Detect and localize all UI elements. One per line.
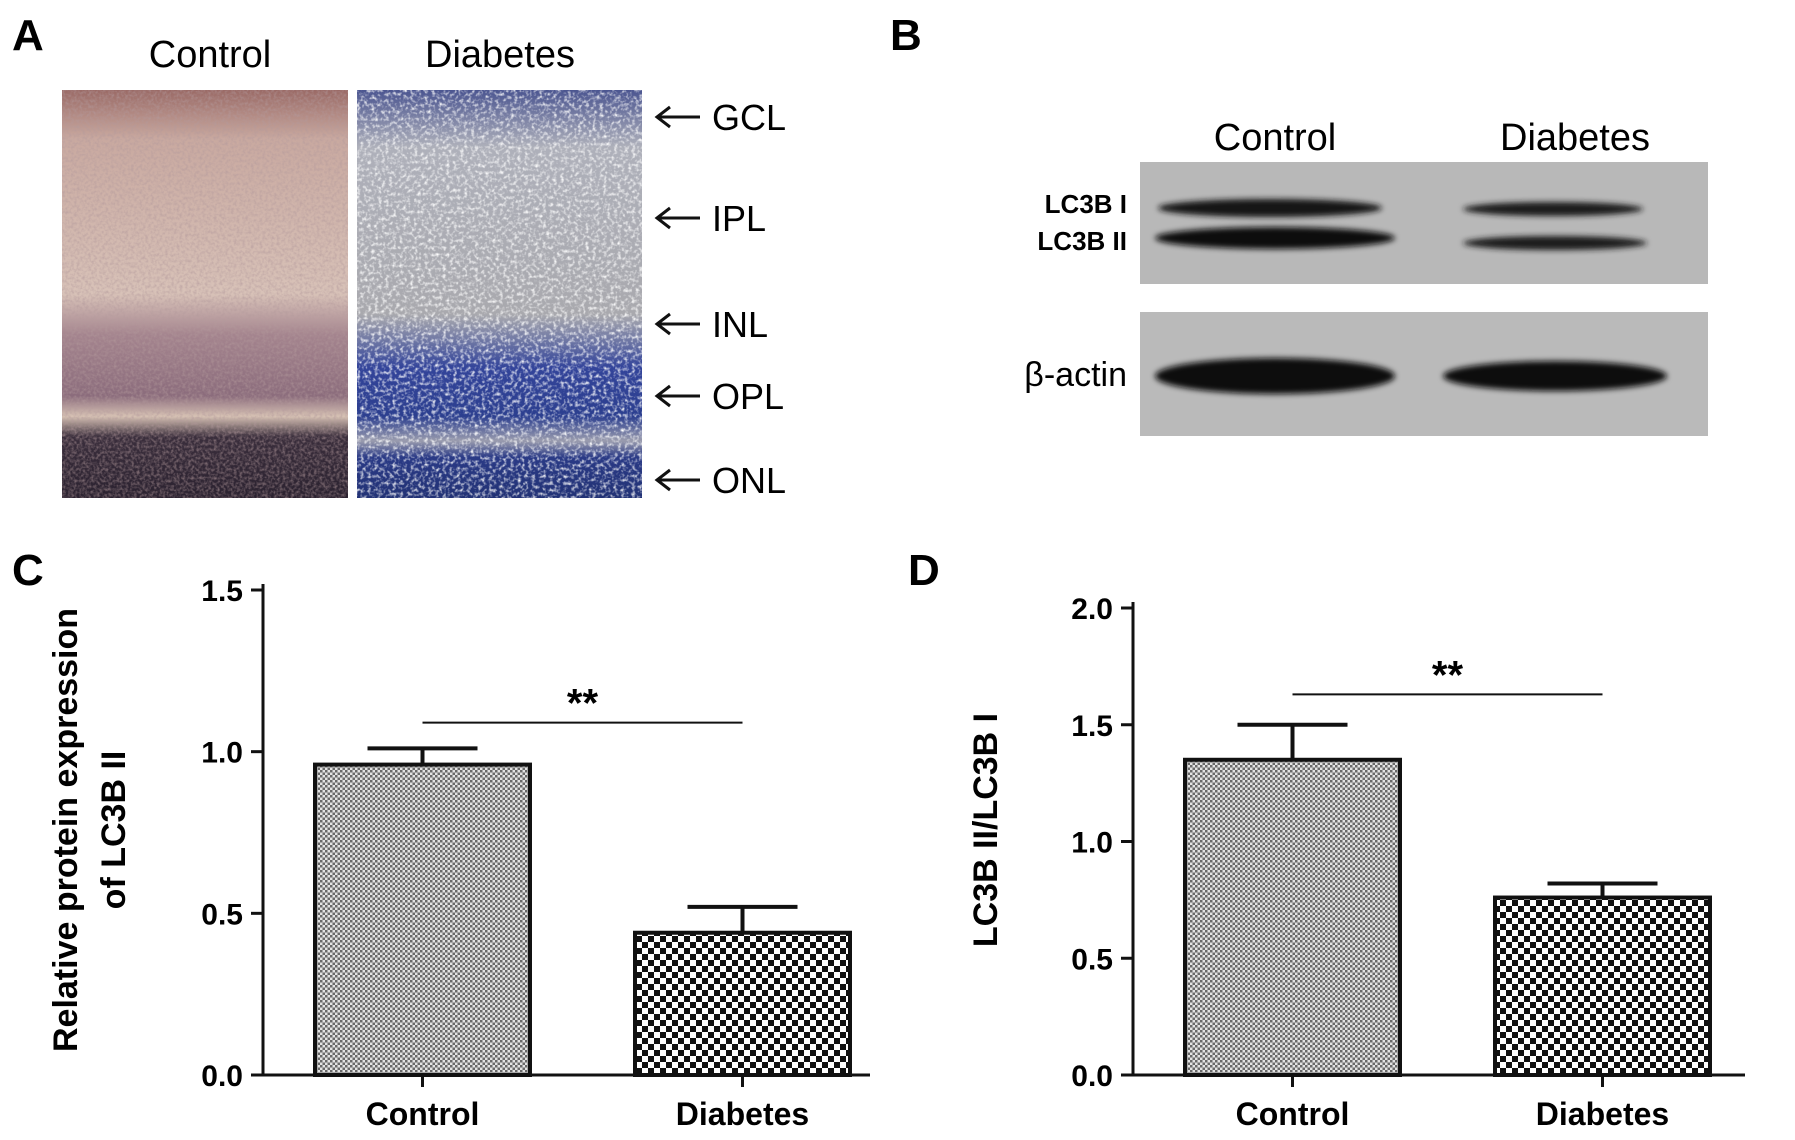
x-tick-label-c-0: Control [366, 1096, 480, 1132]
layer-ipl: IPL [654, 198, 766, 239]
layer-inl: INL [654, 304, 768, 345]
y-tick-label-d-0: 0.0 [1071, 1060, 1113, 1093]
y-axis-title-d: LC3B II/LC3B I [967, 713, 1005, 947]
panel-d-letter: D [908, 546, 940, 595]
y-tick-label-d-3: 1.5 [1071, 710, 1113, 743]
y-tick-label-c-0: 0.0 [201, 1060, 243, 1093]
significance-label-d: ** [1432, 653, 1464, 697]
layer-arrowhead-opl [654, 384, 671, 408]
bar-d-diabetes [1493, 895, 1712, 1077]
layer-arrowhead-gcl [654, 105, 671, 129]
y-tick-label-d-4: 2.0 [1071, 593, 1113, 626]
layer-label-opl: OPL [712, 376, 784, 417]
band-lc3b-i-control [1158, 199, 1382, 217]
layer-gcl: GCL [654, 97, 786, 138]
layer-label-gcl: GCL [712, 97, 786, 138]
micrograph-diabetes [357, 90, 642, 498]
panel-a-title-diabetes: Diabetes [425, 34, 575, 76]
panel-b: B Control Diabetes LC3B I LC3B II β-acti… [890, 11, 1708, 436]
retina-layer-labels: GCL IPL INL OPL ONL [654, 97, 786, 501]
y-tick-label-c-1: 0.5 [201, 898, 243, 931]
band-actin-diabetes [1443, 361, 1667, 391]
bar-chart-c: 0.0 0.5 1.0 1.5 Relative protein expression o… [47, 575, 870, 1132]
panel-a-title-control: Control [149, 34, 272, 76]
y-axis-title-line-c-1: of LC3B II [95, 751, 133, 910]
layer-arrowhead-ipl [654, 206, 671, 230]
blot-beta-actin [1140, 312, 1708, 436]
layer-arrowhead-inl [654, 312, 671, 336]
y-tick-label-c-2: 1.0 [201, 737, 243, 770]
band-label-lc3b-ii: LC3B II [1037, 226, 1127, 256]
panel-b-letter: B [890, 11, 922, 60]
blot-column-diabetes: Diabetes [1500, 117, 1650, 159]
panel-a: A Control Diabetes GCL IPL INL OPL ONL [12, 11, 786, 501]
band-label-beta-actin: β-actin [1024, 356, 1127, 394]
layer-label-onl: ONL [712, 460, 786, 501]
layer-onl: ONL [654, 460, 786, 501]
significance-label-c: ** [567, 682, 599, 726]
layer-opl: OPL [654, 376, 784, 417]
micrograph-control [62, 90, 348, 498]
bar-c-diabetes [633, 930, 852, 1077]
x-tick-label-c-1: Diabetes [676, 1096, 809, 1132]
layer-label-ipl: IPL [712, 198, 766, 239]
layer-label-inl: INL [712, 304, 768, 345]
blot-column-control: Control [1214, 117, 1337, 159]
bar-chart-d: 0.0 0.5 1.0 1.5 2.0 LC3B II/LC3B I Control Diab… [967, 593, 1745, 1132]
layer-arrowhead-onl [654, 468, 671, 492]
x-tick-label-d-0: Control [1236, 1096, 1350, 1132]
y-tick-label-d-1: 0.5 [1071, 943, 1113, 976]
band-lc3b-i-diabetes [1463, 202, 1643, 216]
band-lc3b-ii-diabetes [1463, 236, 1647, 250]
bar-d-control [1183, 757, 1402, 1078]
band-lc3b-ii-control [1155, 227, 1395, 249]
band-actin-control [1155, 358, 1395, 394]
x-tick-label-d-1: Diabetes [1536, 1096, 1669, 1132]
y-tick-label-c-3: 1.5 [201, 575, 243, 608]
band-label-lc3b-i: LC3B I [1045, 189, 1127, 219]
y-axis-title-line-c-0: Relative protein expression [47, 608, 85, 1052]
blot-lc3b [1140, 162, 1708, 284]
panel-a-letter: A [12, 11, 44, 60]
y-axis-title-line-d-0: LC3B II/LC3B I [967, 713, 1005, 947]
y-tick-label-d-2: 1.0 [1071, 827, 1113, 860]
panel-c-letter: C [12, 546, 44, 595]
bar-c-control [313, 762, 532, 1077]
y-axis-title-c: Relative protein expression of LC3B II [47, 608, 133, 1052]
